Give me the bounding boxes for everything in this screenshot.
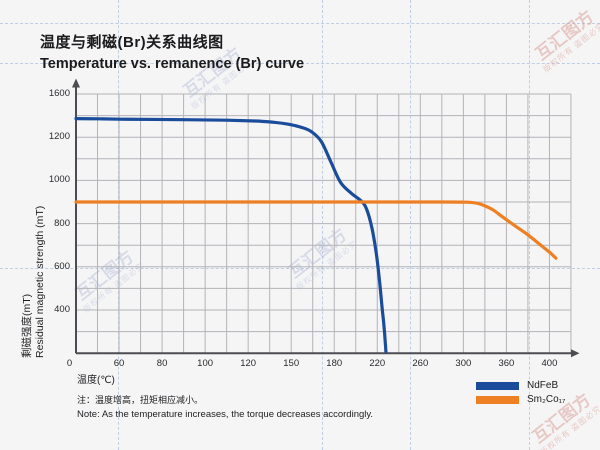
legend-swatch-ndfeb	[476, 382, 519, 390]
chart-header: 温度与剩磁(Br)关系曲线图 Temperature vs. remanence…	[40, 31, 304, 72]
guide-line-vertical	[529, 0, 530, 450]
series-line-ndfeb	[74, 117, 388, 354]
chart-title-en: Temperature vs. remanence (Br) curve	[40, 56, 305, 72]
guide-line-vertical	[322, 0, 323, 450]
legend-item-sm2co17: Sm₂Co₁₇	[476, 395, 565, 405]
guide-line-vertical	[118, 0, 119, 450]
footnote-en: Note: As the temperature increases, the …	[77, 409, 374, 420]
y-tick-label: 800	[54, 217, 70, 229]
y-tick-label: 400	[54, 304, 70, 315]
x-tick-label: 150	[283, 358, 300, 370]
x-tick-label: 180	[326, 358, 343, 370]
x-tick-label: 60	[113, 358, 125, 370]
legend-item-ndfeb: NdFeB	[476, 381, 565, 391]
y-tick-label: 1600	[48, 88, 70, 99]
x-tick-label: 0	[66, 358, 73, 370]
guide-line-horizontal	[0, 23, 600, 24]
y-tick-label: 1200	[48, 131, 70, 143]
guide-line-vertical	[410, 0, 411, 450]
x-tick-label: 120	[240, 358, 257, 370]
x-axis-title: 温度(℃)	[77, 375, 115, 386]
x-tick-label: 80	[156, 358, 168, 370]
y-tick-label: 1000	[48, 174, 70, 186]
legend: NdFeB Sm₂Co₁₇	[476, 381, 565, 409]
series-line-sm2co17	[74, 200, 558, 260]
x-tick-label: 220	[369, 358, 386, 370]
x-tick-label: 300	[455, 358, 472, 370]
x-tick-label: 400	[541, 358, 558, 370]
guide-line-horizontal	[0, 63, 600, 64]
legend-label-sm2co17: Sm₂Co₁₇	[527, 394, 566, 405]
guide-line-horizontal	[0, 268, 600, 269]
x-tick-label: 260	[412, 358, 429, 370]
legend-swatch-sm2co17	[476, 396, 519, 404]
y-tick-label: 600	[54, 260, 70, 272]
y-axis-title-zh: 剩磁强度(mT)	[21, 293, 33, 358]
legend-label-ndfeb: NdFeB	[527, 380, 559, 391]
y-axis-title-en: Residual magnetic strength (mT)	[34, 205, 46, 358]
x-tick-label: 360	[498, 358, 515, 370]
footnotes: 注：温度增高，扭矩相应减小。 Note: As the temperature …	[77, 393, 373, 420]
chart-title-zh: 温度与剩磁(Br)关系曲线图	[40, 34, 224, 51]
x-tick-label: 100	[197, 358, 214, 370]
footnote-zh: 注：温度增高，扭矩相应减小。	[77, 395, 204, 405]
